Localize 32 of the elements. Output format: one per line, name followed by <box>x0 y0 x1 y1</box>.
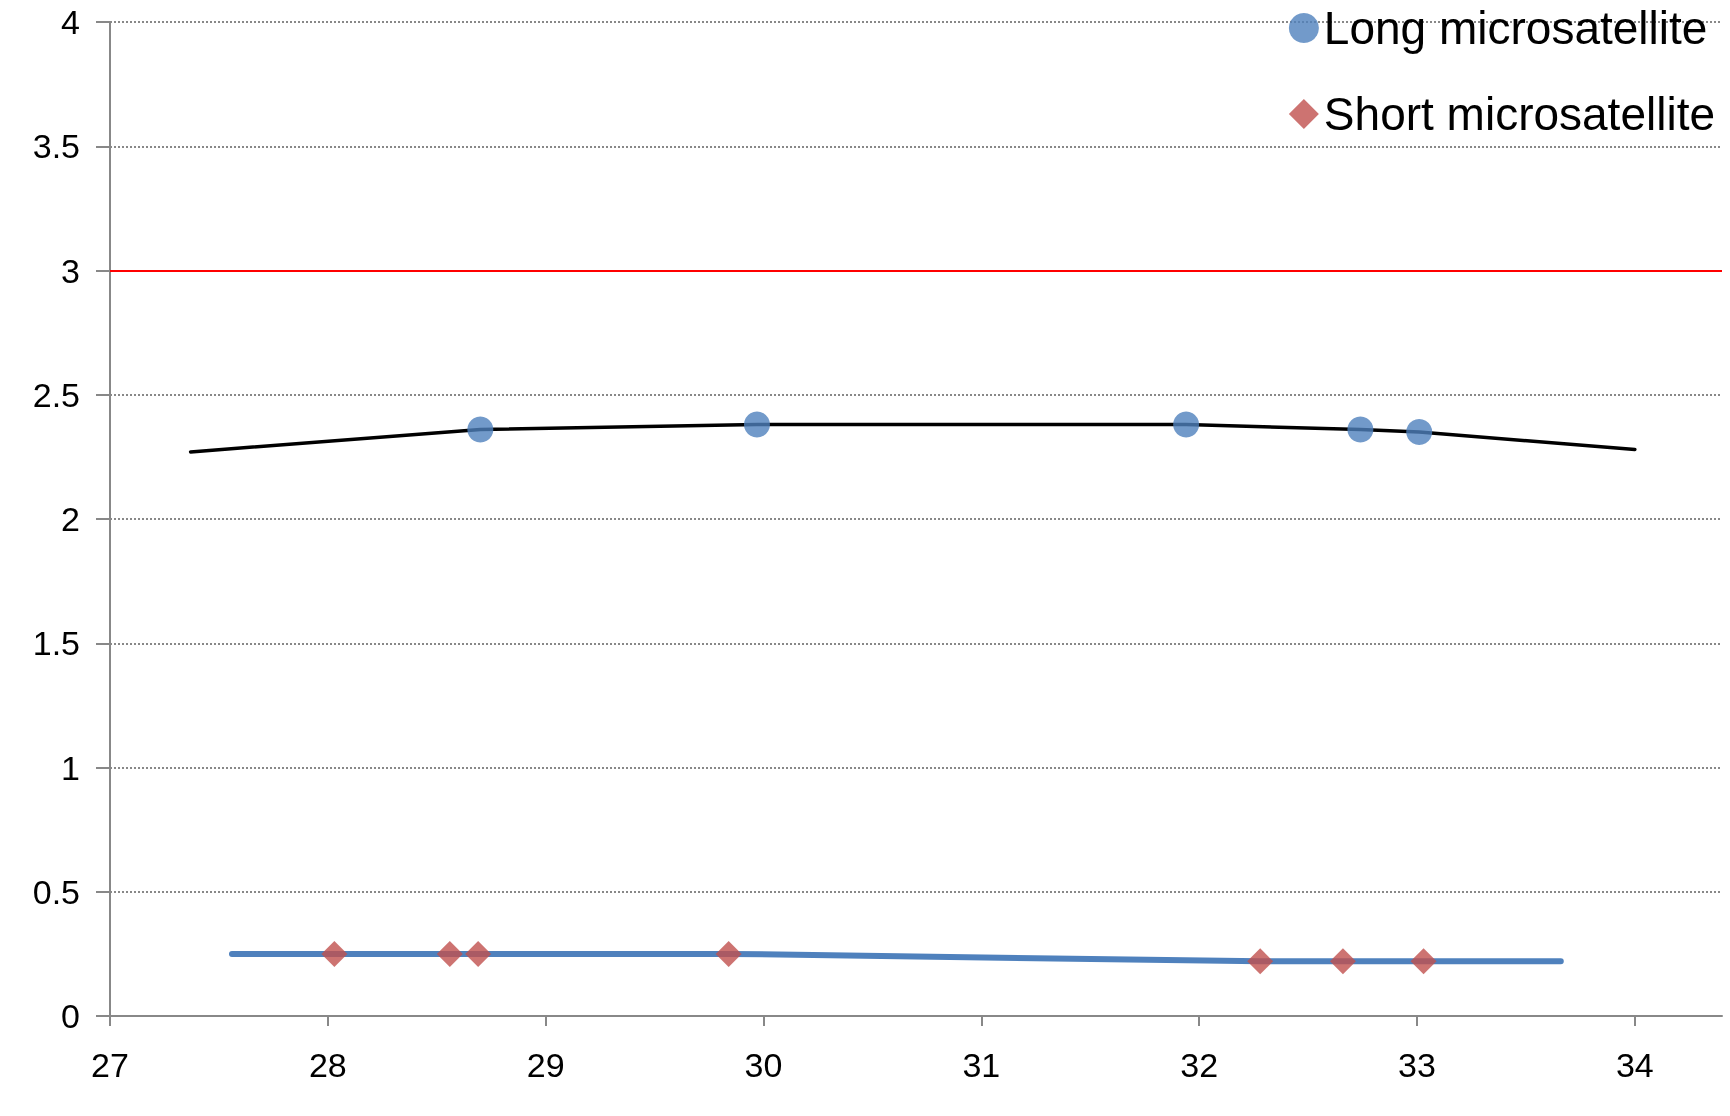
x-tick-label: 32 <box>1180 1046 1219 1084</box>
x-tick-label: 31 <box>962 1046 1001 1084</box>
y-tick-label: 1 <box>61 748 80 787</box>
point <box>1410 948 1437 975</box>
x-tick-label: 27 <box>91 1046 129 1084</box>
line-series <box>188 422 1637 454</box>
y-tick-label: 0.5 <box>32 872 80 911</box>
point <box>465 940 492 967</box>
point <box>467 416 494 443</box>
y-tick-label: 0 <box>61 997 80 1035</box>
point <box>715 940 742 967</box>
x-tick-label: 28 <box>308 1046 347 1084</box>
point <box>1347 416 1374 443</box>
y-tick-label: 2 <box>61 500 80 538</box>
x-tick-label: 33 <box>1398 1046 1436 1084</box>
point <box>1173 411 1200 438</box>
legend-label: Long microsatellite <box>1323 2 1708 54</box>
y-tick-label: 2.5 <box>32 375 80 414</box>
x-tick-label: 30 <box>744 1046 783 1084</box>
point <box>1406 419 1433 446</box>
legend-label: Short microsatellite <box>1323 88 1716 140</box>
point <box>1247 948 1274 975</box>
x-tick-label: 29 <box>526 1046 565 1084</box>
y-tick-label: 3.5 <box>32 127 80 166</box>
point <box>436 940 463 967</box>
y-tick-label: 4 <box>61 3 80 41</box>
x-tick-label: 34 <box>1615 1046 1654 1084</box>
point <box>321 940 348 967</box>
y-tick-label: 1.5 <box>32 624 80 663</box>
point <box>1329 948 1356 975</box>
point <box>744 411 770 438</box>
y-tick-label: 3 <box>61 251 80 290</box>
